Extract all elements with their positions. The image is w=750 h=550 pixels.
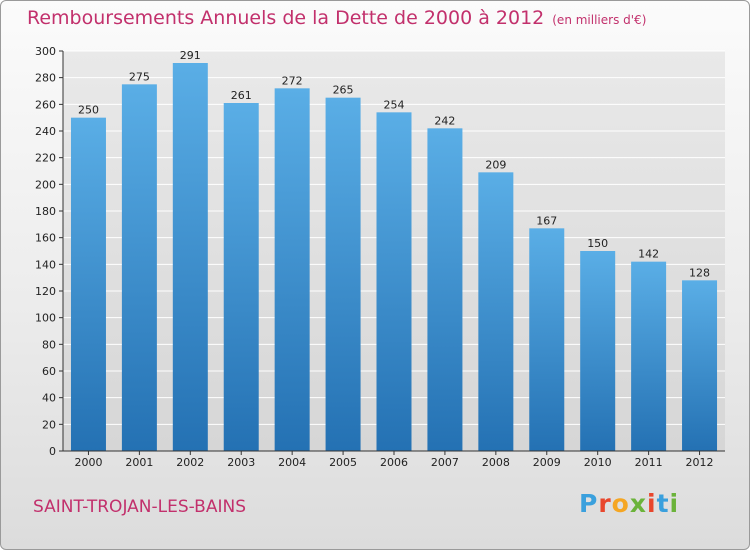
commune-name: SAINT-TROJAN-LES-BAINS bbox=[33, 497, 246, 517]
bars bbox=[70, 63, 718, 452]
value-label-2012: 128 bbox=[689, 266, 710, 279]
value-label-2006: 254 bbox=[384, 98, 405, 111]
bar-2005 bbox=[325, 97, 361, 452]
data-labels: 250 275 291 261 272 265 254 242 209 167 150 142 128 bbox=[78, 49, 710, 279]
value-label-2004: 272 bbox=[282, 74, 303, 87]
y-tick-label: 120 bbox=[35, 285, 56, 298]
y-tick-label: 300 bbox=[35, 45, 56, 58]
bar-2002 bbox=[172, 63, 208, 451]
bar-2012 bbox=[682, 280, 718, 451]
value-label-2003: 261 bbox=[231, 89, 252, 102]
logo-letter: i bbox=[647, 489, 657, 518]
chart-title: Remboursements Annuels de la Dette de 20… bbox=[27, 7, 545, 29]
logo-letter: x bbox=[629, 489, 647, 518]
value-label-2001: 275 bbox=[129, 70, 150, 83]
chart-title-line: Remboursements Annuels de la Dette de 20… bbox=[27, 7, 646, 29]
x-tick-label-2010: 2010 bbox=[584, 456, 612, 469]
y-tick-label: 180 bbox=[35, 205, 56, 218]
logo-letter: P bbox=[579, 489, 599, 518]
x-tick-label-2002: 2002 bbox=[176, 456, 204, 469]
x-tick-label-2011: 2011 bbox=[635, 456, 663, 469]
y-tick-label: 20 bbox=[42, 418, 56, 431]
logo-letter: i bbox=[669, 489, 680, 518]
x-tick-label-2005: 2005 bbox=[329, 456, 357, 469]
axes: 0 20 40 60 80 100 120 140 160 180 200 220 240 260 280 3… bbox=[35, 45, 725, 469]
logo-letter: r bbox=[598, 489, 612, 518]
value-label-2005: 265 bbox=[333, 84, 354, 97]
bar-2011 bbox=[631, 261, 667, 451]
value-label-2010: 150 bbox=[587, 237, 608, 250]
x-tick-label-2008: 2008 bbox=[482, 456, 510, 469]
y-tick-label: 160 bbox=[35, 232, 56, 245]
chart-unit-note: (en milliers d'€) bbox=[552, 13, 647, 27]
y-tick-label: 140 bbox=[35, 258, 56, 271]
x-tick-label-2006: 2006 bbox=[380, 456, 408, 469]
bar-2009 bbox=[529, 228, 565, 451]
value-label-2000: 250 bbox=[78, 104, 99, 117]
bar-2006 bbox=[376, 112, 412, 451]
y-tick-label: 280 bbox=[35, 72, 56, 85]
y-tick-label: 0 bbox=[49, 445, 56, 458]
y-tick-label: 200 bbox=[35, 178, 56, 191]
bar-2008 bbox=[478, 172, 514, 452]
value-label-2002: 291 bbox=[180, 49, 201, 62]
y-tick-label: 240 bbox=[35, 125, 56, 138]
value-label-2011: 142 bbox=[638, 248, 659, 261]
y-tick-label: 100 bbox=[35, 312, 56, 325]
x-tick-label-2000: 2000 bbox=[74, 456, 102, 469]
y-tick-label: 60 bbox=[42, 365, 56, 378]
x-tick-label-2003: 2003 bbox=[227, 456, 255, 469]
value-label-2009: 167 bbox=[536, 214, 557, 227]
x-tick-label-2004: 2004 bbox=[278, 456, 306, 469]
x-tick-label-2012: 2012 bbox=[686, 456, 714, 469]
bar-2010 bbox=[580, 251, 616, 451]
y-tick-label: 220 bbox=[35, 152, 56, 165]
x-tick-label-2007: 2007 bbox=[431, 456, 459, 469]
x-tick-label-2001: 2001 bbox=[125, 456, 153, 469]
value-label-2008: 209 bbox=[485, 158, 506, 171]
bar-2004 bbox=[274, 88, 310, 451]
x-tick-label-2009: 2009 bbox=[533, 456, 561, 469]
y-tick-label: 80 bbox=[42, 338, 56, 351]
y-tick-label: 260 bbox=[35, 98, 56, 111]
bar-2003 bbox=[223, 103, 259, 451]
bar-2001 bbox=[121, 84, 157, 451]
bar-2007 bbox=[427, 128, 463, 451]
logo-letter: o bbox=[611, 489, 630, 518]
proxiti-logo: Proxiti bbox=[579, 489, 679, 518]
bar-2000 bbox=[70, 117, 106, 452]
value-label-2007: 242 bbox=[434, 114, 455, 127]
y-tick-label: 40 bbox=[42, 392, 56, 405]
logo-letter: t bbox=[656, 489, 670, 518]
